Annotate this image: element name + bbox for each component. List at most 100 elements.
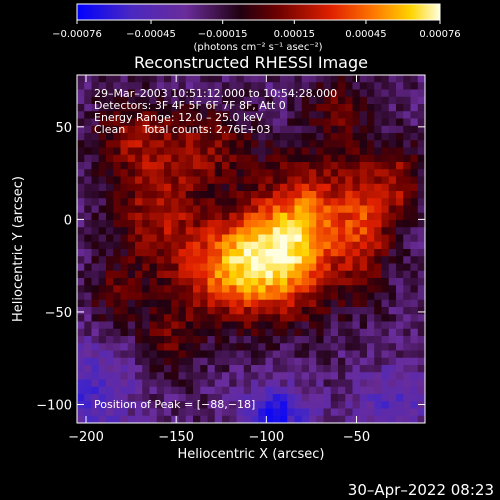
heatmap-cell (309, 386, 317, 395)
heatmap-cell (251, 96, 259, 105)
heatmap-cell (381, 314, 390, 322)
heatmap-cell (367, 241, 375, 250)
heatmap-cell (388, 307, 397, 315)
heatmap-cell (91, 75, 100, 83)
heatmap-cell (301, 147, 310, 156)
heatmap-cell (229, 191, 237, 199)
heatmap-cell (265, 343, 274, 351)
heatmap-cell (214, 82, 223, 90)
heatmap-cell (316, 299, 324, 308)
heatmap-cell (410, 285, 419, 293)
heatmap-cell (374, 234, 382, 243)
heatmap-cell (359, 133, 368, 141)
heatmap-cell (243, 241, 252, 250)
heatmap-cell (106, 111, 114, 119)
heatmap-cell (272, 82, 281, 90)
heatmap-cell (127, 154, 136, 163)
heatmap-cell (301, 234, 310, 243)
heatmap-cell (84, 299, 92, 308)
heatmap-cell (127, 125, 136, 134)
heatmap-cell (345, 256, 353, 264)
heatmap-cell (113, 350, 121, 359)
heatmap-cell (106, 75, 114, 83)
heatmap-cell (410, 133, 419, 141)
heatmap-cell (200, 292, 208, 301)
heatmap-cell (294, 118, 303, 127)
heatmap-cell (106, 365, 114, 373)
heatmap-cell (388, 314, 397, 322)
heatmap-cell (156, 386, 165, 395)
heatmap-cell (301, 299, 310, 308)
heatmap-cell (236, 75, 245, 83)
heatmap-cell (149, 401, 158, 409)
heatmap-cell (301, 212, 310, 221)
heatmap-cell (338, 336, 346, 344)
heatmap-cell (120, 256, 129, 264)
heatmap-cell (345, 234, 353, 243)
heatmap-cell (345, 220, 353, 228)
heatmap-cell (272, 162, 281, 170)
heatmap-cell (77, 285, 85, 293)
heatmap-cell (309, 176, 317, 185)
heatmap-cell (403, 111, 411, 119)
heatmap-cell (142, 140, 150, 148)
heatmap-cell (98, 234, 107, 243)
heatmap-cell (171, 408, 179, 417)
heatmap-cell (156, 299, 165, 308)
heatmap-cell (120, 328, 129, 337)
heatmap-cell (178, 169, 187, 177)
heatmap-cell (120, 314, 129, 322)
heatmap-cell (367, 212, 375, 221)
heatmap-cell (222, 321, 230, 330)
heatmap-cell (287, 169, 295, 177)
heatmap-cell (396, 227, 404, 235)
heatmap-cell (229, 205, 237, 214)
heatmap-cell (171, 147, 179, 156)
heatmap-cell (265, 321, 274, 330)
heatmap-cell (84, 198, 92, 206)
heatmap-cell (200, 183, 208, 192)
heatmap-cell (374, 212, 382, 221)
heatmap-cell (381, 299, 390, 308)
heatmap-cell (403, 154, 411, 163)
heatmap-cell (294, 408, 303, 417)
heatmap-cell (294, 343, 303, 351)
heatmap-cell (410, 336, 419, 344)
heatmap-cell (272, 321, 281, 330)
heatmap-cell (388, 278, 397, 286)
heatmap-cell (280, 205, 288, 214)
heatmap-cell (200, 270, 208, 279)
heatmap-cell (135, 111, 143, 119)
heatmap-cell (367, 198, 375, 206)
heatmap-cell (265, 234, 274, 243)
heatmap-cell (287, 96, 295, 105)
heatmap-cell (120, 307, 129, 315)
heatmap-cell (367, 169, 375, 177)
heatmap-cell (388, 220, 397, 228)
heatmap-cell (77, 104, 85, 112)
heatmap-cell (98, 350, 107, 359)
heatmap-cell (272, 96, 281, 105)
heatmap-cell (98, 336, 107, 344)
heatmap-cell (113, 285, 121, 293)
heatmap-cell (120, 125, 129, 134)
heatmap-cell (374, 278, 382, 286)
heatmap-cell (323, 249, 332, 257)
heatmap-cell (280, 249, 288, 257)
heatmap-cell (214, 357, 223, 366)
heatmap-cell (280, 220, 288, 228)
heatmap-cell (359, 263, 368, 272)
heatmap-cell (127, 169, 136, 177)
heatmap-cell (98, 249, 107, 257)
heatmap-cell (127, 350, 136, 359)
heatmap-cell (352, 379, 361, 388)
heatmap-cell (417, 365, 426, 373)
heatmap-cell (91, 307, 100, 315)
heatmap-cell (229, 336, 237, 344)
heatmap-cell (178, 256, 187, 264)
heatmap-cell (91, 162, 100, 170)
heatmap-cell (352, 336, 361, 344)
heatmap-cell (91, 125, 100, 134)
heatmap-cell (149, 82, 158, 90)
